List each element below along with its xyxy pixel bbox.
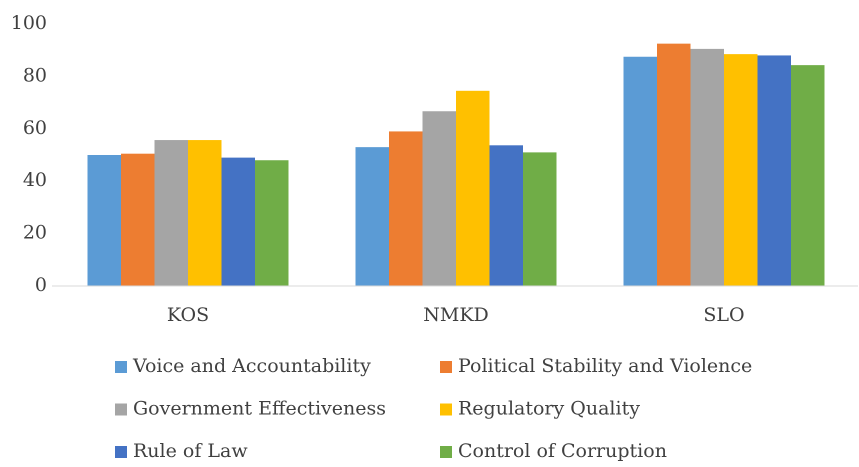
x-tick-label: SLO	[703, 304, 744, 326]
legend-label: Government Effectiveness	[133, 398, 386, 420]
legend-swatch	[440, 446, 452, 458]
bar	[87, 155, 121, 286]
x-tick-label: KOS	[167, 304, 209, 326]
bar	[121, 153, 155, 286]
bar	[221, 157, 255, 286]
x-tick-label: NMKD	[423, 304, 489, 326]
bar	[757, 55, 791, 286]
bar	[523, 152, 557, 286]
legend-label: Rule of Law	[133, 440, 248, 462]
y-tick-label: 100	[11, 12, 47, 34]
bar	[355, 147, 389, 286]
bar	[456, 90, 490, 286]
y-tick-label: 20	[23, 222, 47, 244]
bar	[623, 56, 657, 286]
y-tick-label: 60	[23, 117, 47, 139]
bar	[489, 145, 523, 286]
bar	[154, 140, 188, 286]
bar	[657, 43, 691, 287]
bar	[389, 131, 423, 286]
y-tick-label: 40	[23, 169, 47, 191]
bar	[422, 111, 456, 286]
bar	[724, 54, 758, 286]
bar	[791, 65, 825, 286]
y-tick-label: 0	[35, 274, 47, 296]
legend-swatch	[440, 361, 452, 373]
legend-swatch	[115, 403, 127, 416]
bar	[690, 48, 724, 286]
legend-label: Regulatory Quality	[458, 398, 640, 420]
y-tick-label: 80	[23, 64, 47, 86]
legend-label: Political Stability and Violence	[458, 355, 752, 377]
legend-swatch	[440, 403, 452, 416]
legend-label: Control of Corruption	[458, 440, 667, 462]
legend-swatch	[115, 446, 127, 458]
bar	[188, 140, 222, 286]
legend-label: Voice and Accountability	[132, 355, 371, 377]
legend-swatch	[115, 361, 127, 373]
bar	[255, 160, 289, 286]
